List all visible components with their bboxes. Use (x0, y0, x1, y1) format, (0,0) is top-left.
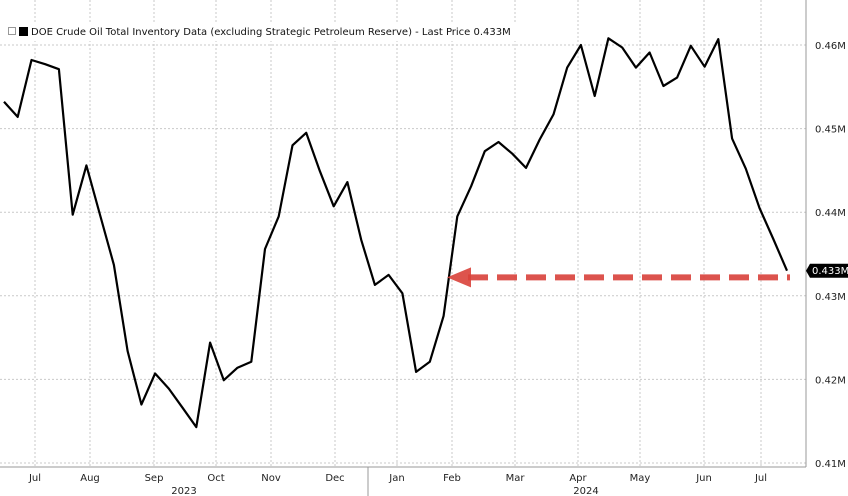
x-tick-label: Aug (80, 473, 100, 484)
badge-label: 0.433M (812, 266, 848, 277)
badge-background (806, 263, 848, 278)
y-tick-label: 0.46M (815, 41, 846, 52)
x-tick-label: Feb (443, 473, 461, 484)
x-tick-label: Jul (28, 473, 41, 484)
y-tick-label: 0.41M (815, 459, 846, 470)
x-axis: Jul Aug Sep Oct Nov Dec Jan Feb Mar Apr May Jun Jul 2… (0, 466, 806, 496)
legend-swatch-icon (19, 27, 28, 36)
year-label: 2023 (171, 486, 196, 496)
x-tick-label: Dec (325, 473, 344, 484)
x-tick-label: Mar (506, 473, 526, 484)
arrow-head (447, 267, 471, 288)
chart-legend: DOE Crude Oil Total Inventory Data (excl… (4, 24, 517, 41)
y-axis: 0.46M 0.45M 0.44M 0.43M 0.42M 0.41M (805, 0, 846, 470)
legend-checkbox-icon (8, 27, 16, 35)
x-tick-label: Oct (207, 473, 224, 484)
last-price-badge: 0.433M (806, 263, 848, 278)
x-tick-label: Jun (695, 473, 712, 484)
year-label: 2024 (573, 486, 598, 496)
x-tick-label: Jan (388, 473, 404, 484)
x-tick-label: Apr (569, 473, 587, 484)
legend-label: DOE Crude Oil Total Inventory Data (excl… (31, 27, 511, 38)
x-tick-label: Sep (145, 473, 164, 484)
x-tick-label: Jul (754, 473, 767, 484)
x-tick-label: May (630, 473, 651, 484)
y-tick-label: 0.43M (815, 292, 846, 303)
plot-background (0, 0, 806, 467)
y-tick-label: 0.44M (815, 208, 846, 219)
y-tick-label: 0.42M (815, 375, 846, 386)
x-tick-label: Nov (261, 473, 281, 484)
red-arrow-annotation (447, 267, 790, 288)
y-tick-label: 0.45M (815, 125, 846, 136)
series-line (3, 37, 789, 429)
